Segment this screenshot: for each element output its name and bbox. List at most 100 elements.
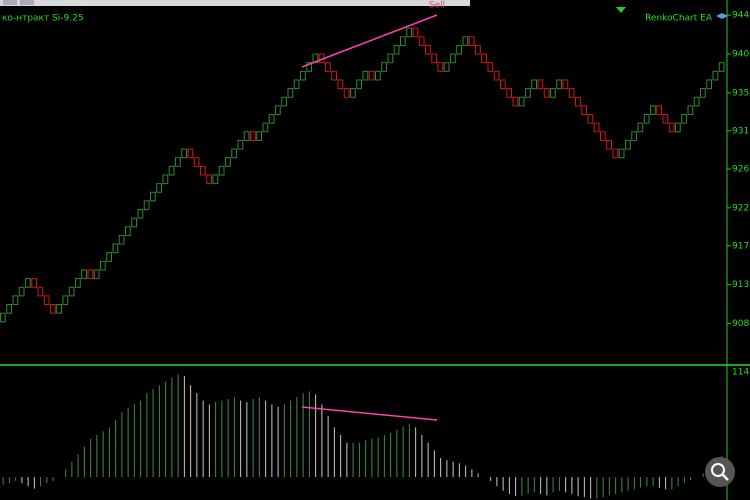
zoom-handle[interactable] <box>721 473 729 481</box>
divergence-line <box>301 406 438 421</box>
renko-brick <box>18 286 25 297</box>
renko-brick <box>556 79 562 90</box>
renko-brick <box>81 269 87 280</box>
renko-brick <box>281 96 287 107</box>
renko-brick <box>62 295 69 306</box>
y-tick-label: 9222 <box>732 203 750 213</box>
renko-brick <box>287 88 294 98</box>
renko-brick <box>481 53 487 64</box>
renko-brick <box>12 295 19 306</box>
renko-brick <box>218 165 225 176</box>
renko-brick <box>225 157 231 167</box>
renko-brick <box>243 131 250 141</box>
renko-brick <box>250 131 256 141</box>
renko-brick <box>112 243 119 254</box>
renko-brick <box>200 165 206 176</box>
renko-brick <box>256 131 262 141</box>
renko-brick <box>600 131 606 141</box>
renko-brick <box>325 62 331 72</box>
y-tick-label: 9400 <box>732 50 750 60</box>
renko-brick <box>175 157 181 167</box>
renko-brick <box>331 70 337 81</box>
renko-brick <box>275 105 281 116</box>
renko-brick <box>637 122 644 133</box>
renko-brick <box>293 79 300 90</box>
renko-brick <box>575 96 581 107</box>
renko-brick <box>468 36 475 46</box>
renko-brick <box>650 105 656 116</box>
renko-brick <box>362 70 369 81</box>
renko-brick <box>75 278 81 288</box>
renko-brick <box>712 70 719 81</box>
renko-brick <box>718 62 725 72</box>
renko-brick <box>437 62 444 72</box>
shift-marker[interactable] <box>616 7 626 13</box>
zoom-button[interactable] <box>705 457 735 487</box>
renko-brick <box>231 148 237 159</box>
renko-brick <box>381 62 387 72</box>
scale-label: 1147 <box>732 368 750 378</box>
renko-brick <box>150 191 156 202</box>
y-tick-label: 9355 <box>732 88 750 98</box>
renko-brick <box>631 131 637 141</box>
y-tick-label: 9133 <box>732 280 750 290</box>
renko-brick <box>6 304 12 314</box>
zoom-bg[interactable] <box>705 457 735 487</box>
renko-brick <box>625 139 631 150</box>
renko-brick <box>343 88 350 98</box>
renko-brick <box>156 183 162 193</box>
y-tick-label: 9311 <box>732 126 750 136</box>
renko-brick <box>368 70 375 81</box>
symbol-label: ко-нтракт Si-9.25 <box>2 14 84 24</box>
renko-brick <box>118 234 125 245</box>
renko-brick <box>643 114 650 124</box>
renko-brick <box>543 88 550 98</box>
toolbar-button[interactable] <box>20 0 34 5</box>
renko-brick <box>450 53 456 64</box>
toolbar-button[interactable] <box>3 0 17 5</box>
renko-brick <box>356 79 362 90</box>
renko-brick <box>393 44 400 55</box>
renko-brick <box>93 269 100 280</box>
renko-brick <box>168 165 175 176</box>
renko-brick <box>431 53 437 64</box>
renko-brick <box>68 286 75 297</box>
renko-brick <box>675 122 681 133</box>
expert-label: RenkoChart EA <box>645 14 713 24</box>
renko-brick <box>25 278 31 288</box>
renko-brick <box>237 139 244 150</box>
renko-brick <box>106 252 112 262</box>
sell-signal: Sell <box>429 1 445 11</box>
renko-brick <box>706 79 712 90</box>
renko-brick <box>425 44 431 55</box>
renko-brick <box>418 36 425 46</box>
zoom-lens[interactable] <box>711 463 725 477</box>
renko-brick <box>193 157 200 167</box>
renko-brick <box>350 88 356 98</box>
renko-brick <box>262 122 269 133</box>
renko-brick <box>700 88 706 98</box>
renko-brick <box>681 114 687 124</box>
renko-brick <box>593 122 600 133</box>
renko-brick <box>137 209 144 219</box>
renko-brick <box>300 70 306 81</box>
renko-brick <box>268 114 275 124</box>
renko-brick <box>550 88 556 98</box>
renko-brick <box>537 79 544 90</box>
renko-brick <box>456 44 462 55</box>
expert-icon[interactable] <box>716 13 728 19</box>
renko-brick <box>406 27 412 38</box>
y-tick-label: 9088 <box>732 319 750 329</box>
renko-brick <box>475 44 481 55</box>
renko-brick <box>487 62 494 72</box>
renko-brick <box>668 122 675 133</box>
renko-brick <box>337 79 344 90</box>
y-tick-label: 9267 <box>732 164 750 174</box>
toolbar[interactable] <box>0 0 470 6</box>
renko-brick <box>125 226 131 236</box>
renko-brick <box>606 139 612 150</box>
renko-brick <box>568 88 575 98</box>
renko-brick <box>37 286 44 297</box>
renko-brick <box>206 174 212 185</box>
